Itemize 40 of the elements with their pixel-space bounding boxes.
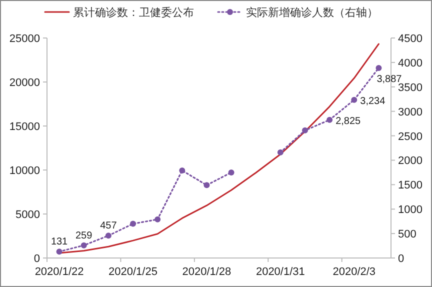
- point: [130, 220, 136, 227]
- point: [302, 127, 308, 134]
- legend-label: 实际新增确诊人数（右轴）: [246, 6, 378, 19]
- point: [204, 182, 210, 188]
- y-tick-label: 10000: [9, 165, 40, 177]
- y-tick-label: 20000: [9, 77, 40, 89]
- point: [326, 116, 333, 123]
- y2-tick-label: 0: [398, 253, 404, 265]
- point: [376, 64, 382, 71]
- y2-tick-label: 2500: [398, 130, 422, 143]
- point: [154, 216, 161, 222]
- y2-tick-label: 500: [398, 228, 416, 241]
- point: [80, 242, 87, 248]
- point: [228, 169, 234, 176]
- x-tick-label: 2020/1/31: [256, 266, 305, 278]
- y2-tick-label: 3000: [398, 106, 422, 118]
- point: [277, 149, 284, 156]
- x-tick-label: 2020/1/22: [34, 266, 84, 278]
- y-tick-label: 0: [34, 253, 40, 265]
- x-tick-label: 2020/2/3: [332, 266, 376, 278]
- data-label: 259: [76, 230, 93, 242]
- point: [56, 248, 62, 255]
- x-tick-label: 2020/1/28: [182, 266, 232, 278]
- y-tick-label: 25000: [9, 33, 40, 45]
- point: [105, 232, 112, 239]
- data-label: 131: [50, 236, 68, 248]
- point: [179, 167, 186, 174]
- y-tick-label: 5000: [16, 209, 40, 221]
- y2-tick-label: 4000: [398, 57, 422, 70]
- y-tick-label: 15000: [9, 121, 40, 133]
- data-label: 457: [100, 220, 118, 232]
- x-tick-label: 2020/1/25: [108, 266, 158, 278]
- y2-tick-label: 1000: [398, 204, 422, 216]
- y2-tick-label: 1500: [398, 180, 422, 192]
- y2-tick-label: 2000: [398, 155, 422, 168]
- data-label: 3,234: [360, 96, 386, 107]
- y2-tick-label: 4500: [398, 33, 422, 45]
- data-label: 2,825: [336, 116, 362, 127]
- point: [351, 96, 358, 103]
- legend-label: 累计确诊数：卫健委公布: [73, 6, 194, 19]
